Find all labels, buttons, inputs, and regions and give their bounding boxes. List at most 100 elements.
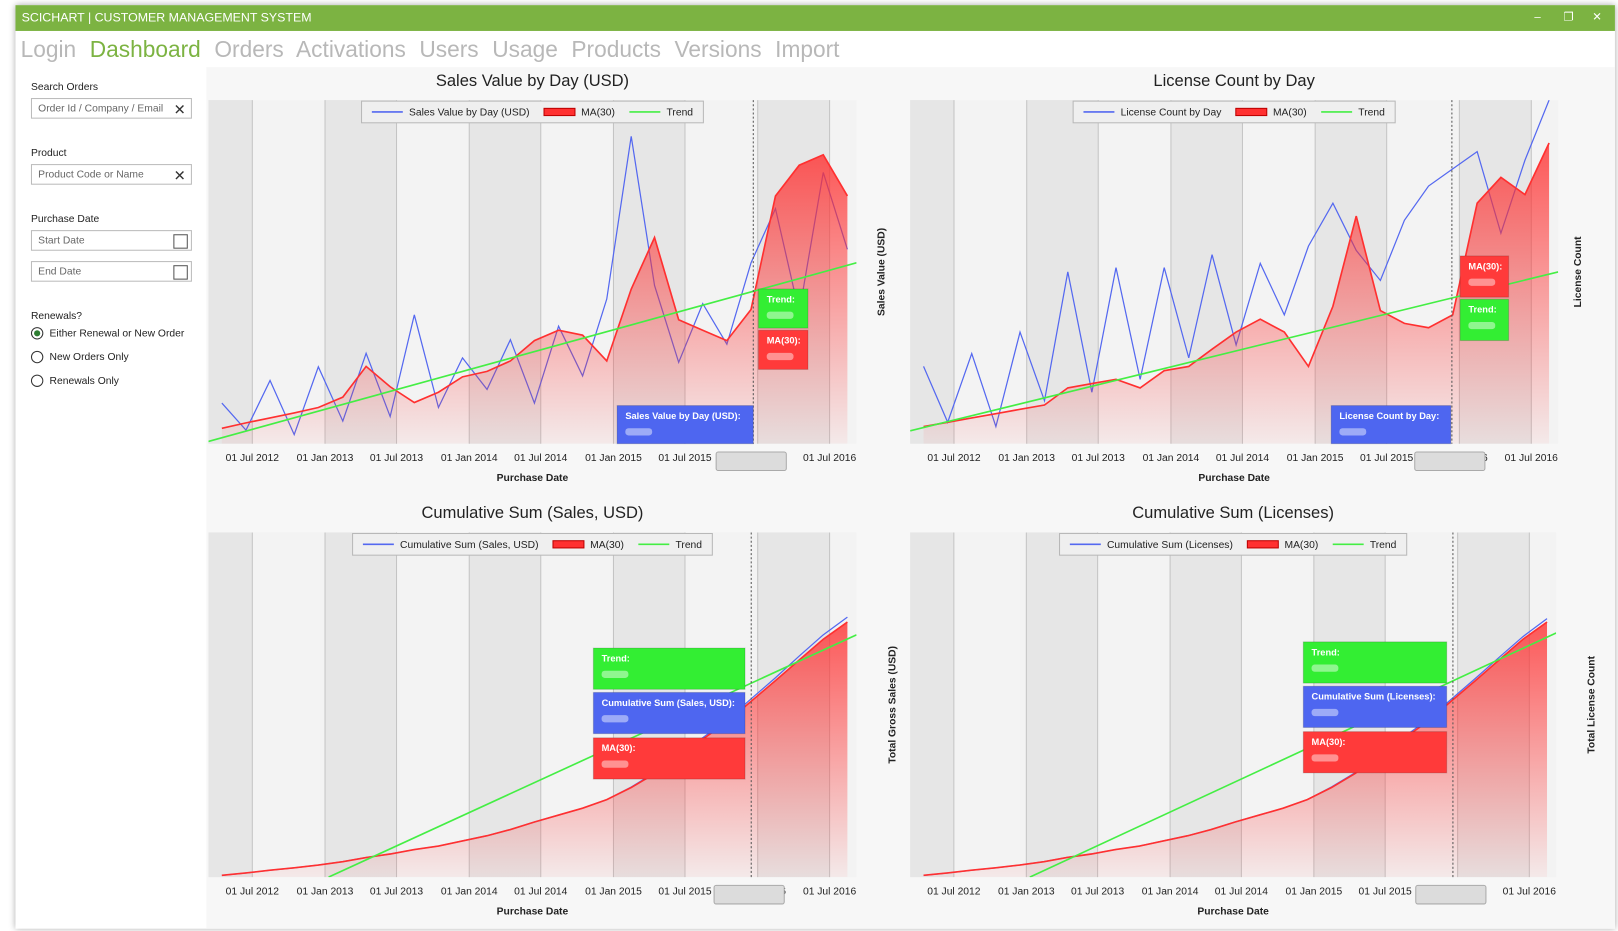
tooltip-value <box>601 715 629 723</box>
plot <box>910 100 1559 444</box>
tooltip-value <box>601 670 629 678</box>
tooltip-label: Trend: <box>767 294 795 304</box>
chart-title: Sales Value by Day (USD) <box>436 72 629 90</box>
x-tick-label: 01 Jul 2015 <box>1359 887 1413 898</box>
minimize-button[interactable]: – <box>1534 11 1541 24</box>
legend-swatch <box>1235 107 1268 117</box>
close-button[interactable]: ✕ <box>1592 11 1602 24</box>
label: Renewals? <box>30 310 83 322</box>
x-tick-label: 01 Jan 2013 <box>297 453 354 464</box>
radio-option[interactable]: Renewals Only <box>30 374 119 389</box>
x-axis-title: Purchase Date <box>1198 473 1270 484</box>
radio-label: New Orders Only <box>49 351 129 364</box>
line <box>221 153 849 430</box>
tooltip-value <box>601 760 629 768</box>
legend-box <box>352 532 713 556</box>
chart-title: License Count by Day <box>1153 72 1315 90</box>
legend-label: Sales Value by Day (USD) <box>409 108 530 119</box>
y-axis-title: Total License Count <box>1586 655 1597 753</box>
nav-item[interactable]: Activations <box>296 36 406 62</box>
x-tick-label: 01 Jul 2013 <box>1071 887 1125 898</box>
product-input[interactable]: Product Code or Name ✕ <box>30 164 192 185</box>
legend-label: Cumulative Sum (Licenses) <box>1107 540 1233 551</box>
start-date-input[interactable]: Start Date <box>30 230 192 251</box>
tooltip-value <box>1311 754 1339 762</box>
clear-button[interactable]: ✕ <box>173 101 186 118</box>
legend-box <box>361 100 704 124</box>
nav-item[interactable]: Users <box>419 36 479 62</box>
tooltip-label: Cumulative Sum (Sales, USD): <box>602 698 735 708</box>
nav-item[interactable]: Products <box>571 36 661 62</box>
nav-item[interactable]: Usage <box>492 36 558 62</box>
x-tick-label: 01 Jul 2012 <box>927 887 981 898</box>
x-tick-label: 01 Jul 2013 <box>370 453 424 464</box>
x-tick-label: 01 Jan 2014 <box>1143 453 1200 464</box>
band <box>910 532 954 878</box>
label: Product <box>30 147 67 159</box>
tooltip-label: Trend: <box>1468 305 1496 315</box>
tooltip-value <box>1468 321 1496 330</box>
legend-box <box>1059 532 1408 556</box>
x-tick-label: 01 Jan 2015 <box>585 453 642 464</box>
tooltip <box>1302 685 1448 729</box>
x-tick-label: 01 Jul 2016 <box>1505 453 1559 464</box>
x-tick-label: 01 Jul 2012 <box>927 453 981 464</box>
x-tick-label: 01 Jul 2015 <box>658 887 712 898</box>
legend-label: Trend <box>675 540 702 551</box>
clear-button[interactable]: ✕ <box>173 167 186 184</box>
restore-button[interactable]: ❐ <box>1563 11 1574 24</box>
search-input[interactable]: Order Id / Company / Email ✕ <box>30 98 192 119</box>
tooltip-value <box>1311 664 1339 672</box>
band <box>208 100 253 444</box>
legend-label: MA(30) <box>1284 540 1318 551</box>
tooltip-value <box>625 428 653 436</box>
x-tick-label: 01 Jan 2013 <box>297 887 354 898</box>
x-axis-title: Purchase Date <box>497 906 569 917</box>
tooltip-value <box>1468 278 1496 286</box>
calendar-button[interactable] <box>173 234 188 249</box>
cursor-label <box>715 451 787 472</box>
legend: Sales Value by Day (USD) MA(30) Trend <box>361 100 704 124</box>
band <box>910 100 954 444</box>
line <box>910 271 1559 432</box>
placeholder: Product Code or Name <box>38 169 144 181</box>
placeholder: Order Id / Company / Email <box>38 103 164 115</box>
nav-item[interactable]: Import <box>775 36 840 62</box>
nav-item[interactable]: Dashboard <box>89 36 201 62</box>
legend-label: Cumulative Sum (Sales, USD) <box>400 540 538 551</box>
tooltip-value <box>766 311 794 319</box>
end-date-input[interactable]: End Date <box>30 261 192 282</box>
cursor-label <box>1415 884 1487 905</box>
x-tick-label: 01 Jan 2014 <box>1142 887 1199 898</box>
y-axis-title: Total Gross Sales (USD) <box>888 646 899 764</box>
legend-label: Trend <box>1358 108 1385 119</box>
x-tick-label: 01 Jan 2015 <box>1287 453 1344 464</box>
x-axis-title: Purchase Date <box>1197 906 1269 917</box>
tooltip-label: MA(30): <box>602 743 636 753</box>
tooltip-label: Sales Value by Day (USD): <box>625 411 740 421</box>
calendar-button[interactable] <box>173 265 188 280</box>
tooltip-label: Trend: <box>1312 647 1340 657</box>
legend-label: MA(30) <box>581 108 615 119</box>
tooltip <box>1302 641 1448 684</box>
nav-item[interactable]: Login <box>20 36 77 62</box>
legend-label: Trend <box>667 108 694 119</box>
chart: 01 Jul 2012 01 Jan 2013 01 Jul 2013 01 Jan … <box>208 72 887 484</box>
area <box>221 154 848 444</box>
x-tick-label: 01 Jul 2014 <box>1216 453 1270 464</box>
label: Search Orders <box>30 81 99 93</box>
legend-swatch <box>1246 540 1279 549</box>
radio-option[interactable]: New Orders Only <box>30 351 129 365</box>
tooltip-label: MA(30): <box>1312 737 1346 747</box>
nav-item[interactable]: Orders <box>214 36 284 62</box>
x-tick-label: 01 Jan 2014 <box>441 887 498 898</box>
sidebar: Search Orders Order Id / Company / Email… <box>15 67 206 923</box>
legend-label: Trend <box>1370 540 1397 551</box>
x-tick-label: 01 Jul 2016 <box>1503 887 1557 898</box>
nav-item[interactable]: Versions <box>674 36 762 62</box>
x-tick-label: 01 Jan 2015 <box>585 887 642 898</box>
title-bar: SCICHART | CUSTOMER MANAGEMENT SYSTEM – … <box>15 5 1615 31</box>
band <box>1026 532 1098 878</box>
radio-option[interactable]: Either Renewal or New Order <box>30 327 184 341</box>
